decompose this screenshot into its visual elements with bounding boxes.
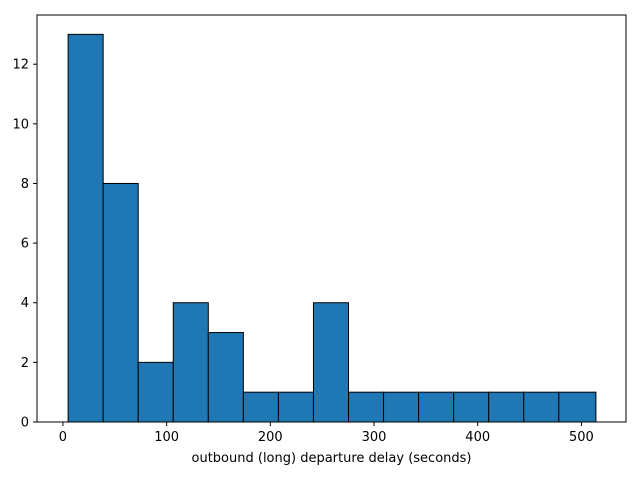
- x-tick-label: 400: [465, 430, 490, 445]
- histogram-bar: [488, 391, 525, 423]
- y-tick-label: 0: [21, 416, 29, 431]
- histogram-bar: [102, 182, 139, 423]
- x-tick-label: 200: [258, 430, 283, 445]
- histogram-bar: [277, 391, 314, 423]
- x-tick-label: 300: [362, 430, 387, 445]
- histogram-bar: [207, 332, 244, 423]
- y-tick-label: 6: [21, 237, 29, 252]
- histogram-bar: [312, 302, 350, 423]
- histogram-bar: [67, 33, 104, 423]
- y-tick-label: 8: [21, 177, 29, 192]
- y-tick-label: 10: [12, 117, 29, 132]
- y-axis-ticks: 0 2 4 6 8 10 12: [12, 58, 37, 431]
- y-tick-label: 2: [21, 356, 29, 371]
- plot-frame: [36, 14, 627, 423]
- histogram-bar: [523, 391, 560, 423]
- y-tick-label: 12: [12, 58, 29, 73]
- histogram-bar: [418, 391, 455, 423]
- x-axis-label: outbound (long) departure delay (seconds…: [192, 451, 472, 466]
- histogram-bar: [348, 391, 385, 423]
- histogram-bar: [453, 391, 490, 423]
- y-tick-label: 4: [21, 296, 29, 311]
- histogram-bar: [137, 361, 174, 423]
- x-tick-label: 500: [569, 430, 594, 445]
- bars-group: [67, 33, 597, 423]
- x-tick-label: 100: [154, 430, 179, 445]
- histogram-bar: [383, 391, 420, 423]
- histogram-bar: [242, 391, 279, 423]
- histogram-bar: [172, 302, 209, 423]
- histogram-bar: [558, 391, 597, 423]
- x-tick-label: 0: [59, 430, 67, 445]
- x-axis-ticks: 0 100 200 300 400 500: [59, 422, 594, 445]
